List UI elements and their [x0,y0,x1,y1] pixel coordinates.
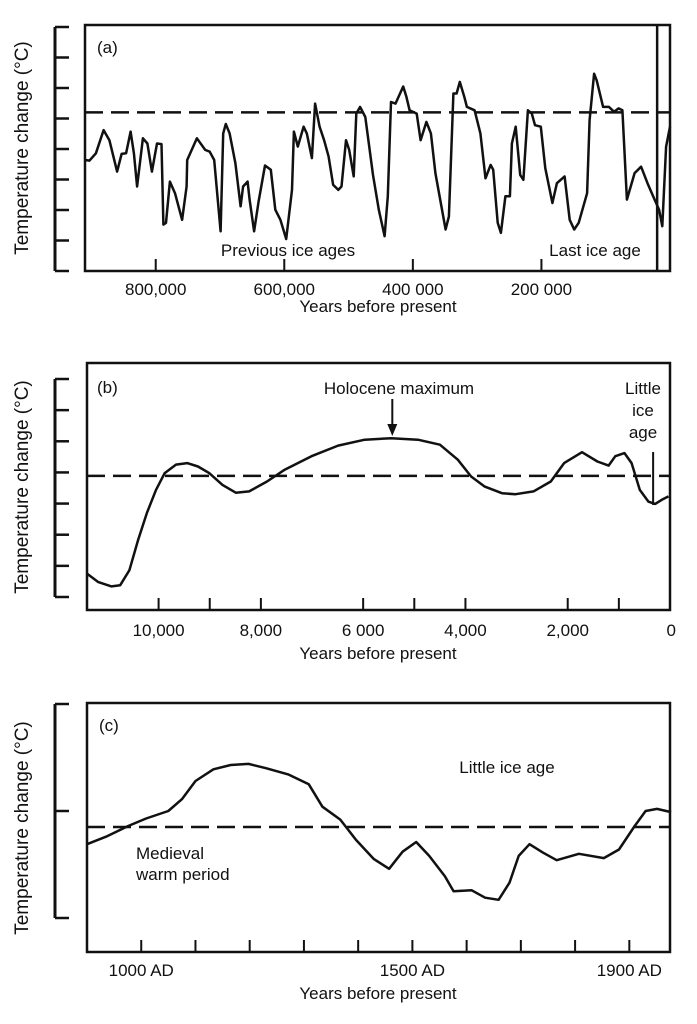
y-axis-label: Temperature change (°C) [12,41,33,255]
x-tick-label: 600,000 [254,280,315,299]
x-tick-label: 4,000 [444,621,487,640]
holocene-arrow-head [387,424,398,436]
panel-label: (a) [97,38,118,57]
x-axis-label: Years before present [299,644,456,663]
x-tick-label: 800,000 [125,280,186,299]
x-tick-label: 1000 AD [109,961,174,980]
x-tick-label: 1900 AD [597,961,662,980]
annotation-little-ice-age: Little ice age [459,758,554,777]
panel-label: (c) [99,716,119,735]
x-tick-label: 200 000 [511,280,572,299]
plot-frame [83,23,672,273]
temperature-series-line [86,436,670,588]
y-axis-label: Temperature change (°C) [12,380,33,594]
panel-a: Temperature change (°C) (a) Previous ice… [12,23,672,316]
x-axis-label: Years before present [299,297,456,316]
panel-b: Temperature change (°C) (b) Holocene max… [12,361,676,663]
panel-c: Temperature change (°C) (c) Little ice a… [12,701,672,1003]
plot-frame [85,361,672,612]
annotation-medieval: Medieval [136,844,204,863]
annotation-holocene-maximum: Holocene maximum [324,379,474,398]
annotation-age: age [629,423,657,442]
x-axis-label: Years before present [299,984,456,1003]
x-tick-label: 400 000 [382,280,443,299]
x-tick-label: 0 [667,621,676,640]
y-axis-label: Temperature change (°C) [12,721,33,935]
x-tick-label: 10,000 [133,621,185,640]
annotation-last-ice-age: Last ice age [549,241,641,260]
panel-label: (b) [97,378,118,397]
x-tick-label: 1500 AD [380,961,445,980]
annotation-warm-period: warm period [135,865,230,884]
x-tick-label: 8,000 [240,621,283,640]
temperature-series-line [84,72,672,241]
annotation-little: Little [625,379,661,398]
annotation-ice: ice [632,401,654,420]
x-tick-label: 2,000 [546,621,589,640]
annotation-previous-ice-ages: Previous ice ages [221,241,355,260]
x-tick-label: 6 000 [342,621,385,640]
temperature-series-line [86,762,672,902]
